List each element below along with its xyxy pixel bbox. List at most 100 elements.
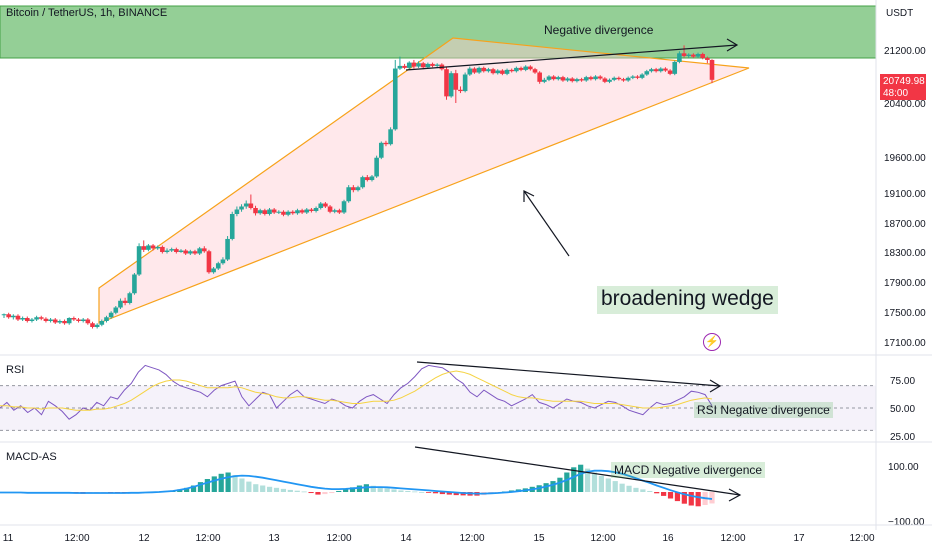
candle-body: [453, 73, 459, 90]
candle-body: [388, 129, 393, 145]
price-tick-label: 17900.00: [884, 278, 926, 289]
macd-histogram-bar: [315, 492, 321, 495]
macd-histogram-bar: [425, 492, 432, 493]
macd-histogram-bar: [661, 492, 667, 496]
candle-body: [635, 76, 640, 78]
candle-body: [15, 315, 21, 320]
broadening-wedge: [98, 37, 750, 324]
candle-body: [11, 315, 16, 318]
macd-histogram-bar: [377, 486, 383, 492]
candle-body: [523, 66, 528, 70]
candle-body: [369, 176, 375, 181]
macd-histogram-bar: [322, 492, 328, 495]
candle-body: [155, 246, 161, 249]
macd-histogram-bar: [280, 488, 287, 492]
macd-histogram-bar: [218, 473, 224, 492]
candle-body: [118, 300, 123, 308]
candle-body: [509, 69, 515, 72]
candle-body: [653, 69, 659, 72]
candle-body: [383, 142, 389, 145]
candle-body: [644, 71, 650, 75]
candle-body: [239, 206, 244, 210]
macd-histogram-bar: [211, 476, 217, 492]
price-divergence-line: [405, 44, 738, 71]
candle-body: [108, 312, 114, 318]
candle-body: [257, 210, 263, 214]
macd-histogram-bar: [571, 467, 577, 492]
candle-body: [290, 211, 296, 214]
macd-histogram-bar: [654, 492, 660, 494]
candle-body: [579, 79, 584, 81]
macd-histogram-bar: [605, 478, 611, 492]
negative-divergence-label: Negative divergence: [544, 23, 654, 37]
macd-histogram-bar: [674, 492, 681, 502]
candle-body: [192, 251, 198, 254]
candle-body: [285, 211, 291, 215]
rsi-tick-label: 75.00: [890, 376, 915, 387]
macd-negative-divergence-label: MACD Negative divergence: [611, 462, 766, 478]
candle-body: [276, 211, 282, 213]
rsi-line: [0, 364, 713, 420]
macd-histogram-bar: [273, 487, 280, 492]
candle-body: [476, 67, 482, 73]
time-tick-label: 16: [662, 533, 674, 544]
candle-body: [24, 318, 30, 321]
macd-histogram-bar: [232, 475, 238, 492]
macd-histogram-bar: [239, 478, 245, 492]
candle-body: [243, 203, 249, 207]
macd-histogram-bar: [405, 490, 411, 492]
last-price-badge: 20749.98 48:00: [880, 74, 926, 100]
candle-body: [518, 67, 524, 70]
rsi-pane-title: RSI: [6, 364, 24, 376]
candle-body: [271, 209, 277, 213]
macd-histogram-bar: [294, 490, 300, 492]
candle-body: [486, 69, 491, 72]
lightning-bolt-icon[interactable]: ⚡: [703, 333, 721, 351]
candle-body: [560, 77, 566, 81]
candle-body: [597, 76, 603, 79]
macd-histogram-bar: [681, 492, 687, 504]
candle-body: [327, 206, 333, 212]
candle-body: [80, 319, 86, 321]
macd-tick-label: −100.00: [888, 517, 925, 528]
candle-body: [43, 318, 49, 321]
candle-body: [309, 209, 314, 211]
candle-body: [616, 77, 622, 80]
candle-body: [6, 314, 11, 318]
candle-body: [420, 63, 426, 68]
candle-body: [709, 59, 715, 80]
time-tick-label: 12:00: [459, 533, 484, 544]
macd-histogram-bar: [640, 489, 646, 492]
macd-histogram-bar: [349, 487, 356, 492]
candle-body: [201, 248, 207, 252]
candle-body: [360, 177, 365, 188]
candle-body: [197, 248, 202, 254]
candle-body: [392, 68, 398, 130]
candle-body: [458, 89, 463, 92]
time-tick-label: 12: [138, 533, 150, 544]
rsi-ma-line: [0, 370, 713, 411]
candle-body: [667, 70, 673, 74]
candle-body: [188, 251, 193, 254]
candle-body: [555, 77, 561, 80]
macd-histogram-bar: [695, 492, 701, 507]
price-tick-label: 20400.00: [884, 99, 926, 110]
candle-body: [1, 314, 7, 316]
candle-body: [206, 251, 212, 273]
candle-body: [38, 317, 44, 319]
candle-body: [593, 76, 598, 80]
candle-body: [253, 208, 258, 214]
macd-histogram-bar: [398, 490, 404, 492]
candle-body: [639, 74, 645, 78]
candle-body: [346, 187, 351, 202]
candle-body: [695, 53, 701, 57]
macd-histogram-bar: [190, 485, 197, 492]
price-tick-label: 17500.00: [884, 308, 926, 319]
candle-body: [416, 63, 421, 67]
macd-histogram-bar: [336, 490, 342, 492]
macd-tick-label: 100.00: [888, 462, 919, 473]
time-tick-label: 17: [793, 533, 805, 544]
price-tick-label: 19600.00: [884, 153, 926, 164]
